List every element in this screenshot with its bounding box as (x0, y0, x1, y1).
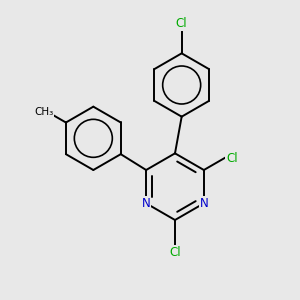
Text: CH₃: CH₃ (34, 107, 53, 117)
Text: Cl: Cl (176, 17, 188, 30)
Text: N: N (200, 197, 208, 210)
Text: Cl: Cl (169, 245, 181, 259)
Text: N: N (142, 197, 151, 210)
Text: Cl: Cl (226, 152, 238, 164)
